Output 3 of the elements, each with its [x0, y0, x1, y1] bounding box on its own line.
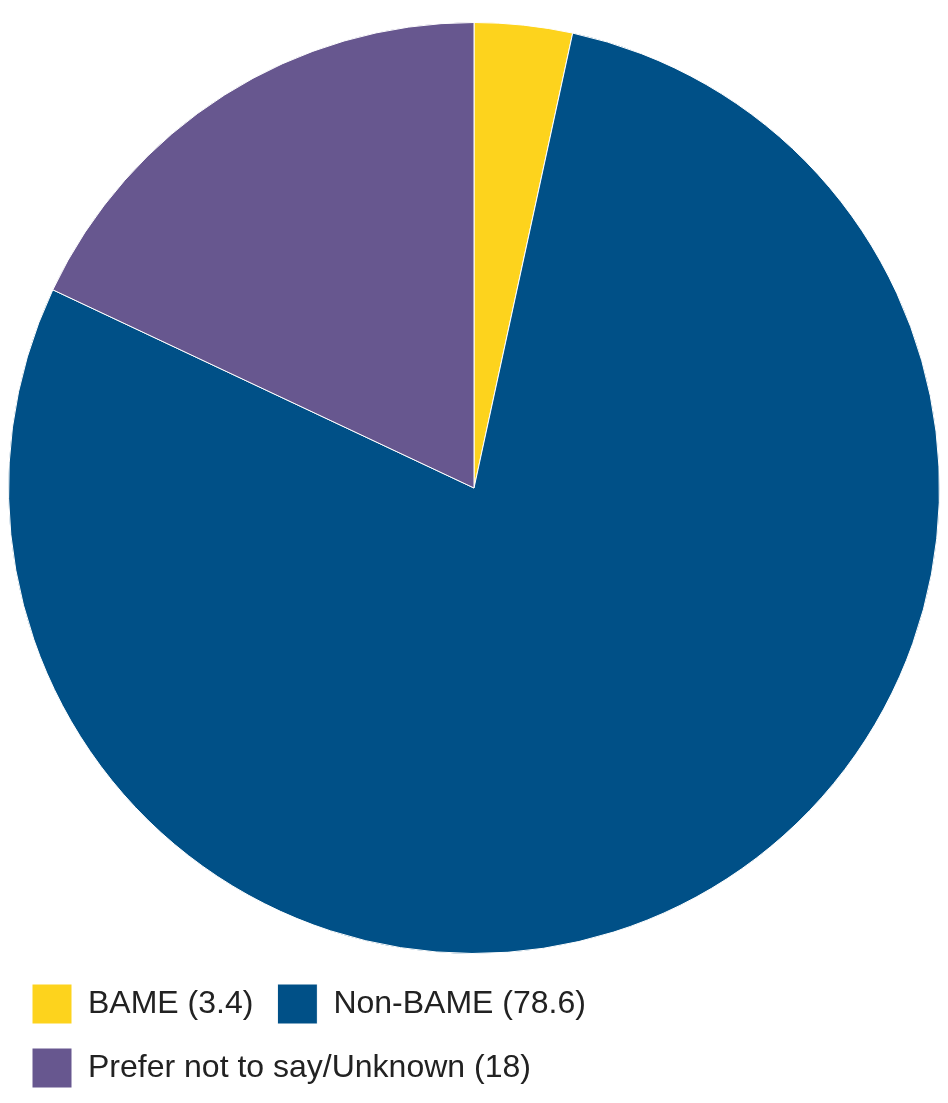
legend-label: BAME (3.4): [88, 983, 254, 1020]
legend-label: Prefer not to say/Unknown (18): [88, 1047, 531, 1084]
legend-label: Non-BAME (78.6): [333, 983, 586, 1020]
